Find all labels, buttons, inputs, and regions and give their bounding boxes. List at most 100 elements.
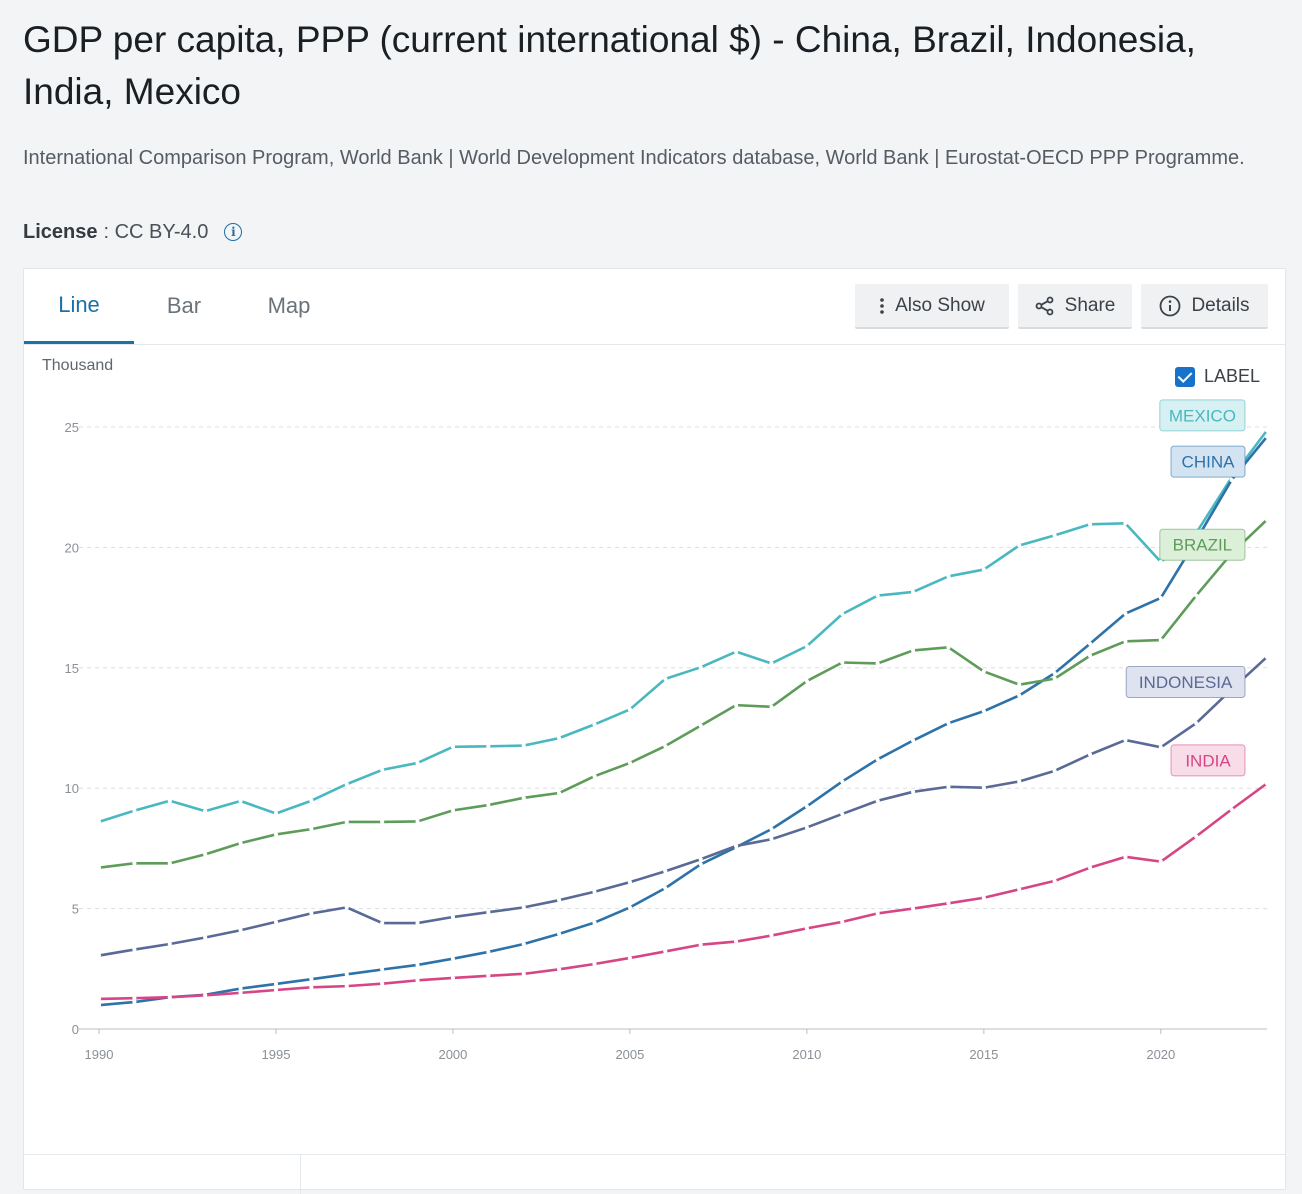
data-point-brazil [96,865,102,870]
data-point-china [450,956,456,961]
share-icon [1035,296,1054,315]
data-point-indonesia [238,928,243,933]
data-point-indonesia [946,784,951,789]
share-button[interactable]: Share [1018,284,1132,329]
data-point-mexico [273,811,279,816]
data-point-brazil [769,704,774,709]
data-point-indonesia [698,857,703,862]
data-point-mexico [309,798,314,803]
svg-text:INDIA: INDIA [1185,751,1231,770]
data-point-brazil [592,774,597,779]
data-point-indonesia [1087,752,1093,757]
series-label-mexico: MEXICO [1159,399,1246,432]
also-show-button[interactable]: Also Show [855,284,1009,329]
data-point-indonesia [167,941,172,947]
data-point-china [415,962,420,968]
data-point-china [380,967,385,972]
data-point-china [486,949,491,955]
data-point-brazil [1194,593,1199,598]
data-point-india [698,942,703,947]
data-point-brazil [486,802,491,808]
data-point-india [1087,865,1093,870]
tab-line[interactable]: Line [24,269,134,344]
data-point-brazil [698,723,703,728]
data-point-china [698,862,703,867]
x-tick-label: 1990 [85,1047,114,1062]
data-point-china [521,941,526,947]
data-point-indonesia [663,869,668,874]
info-icon[interactable]: i [224,223,243,241]
series-line-mexico [98,429,1269,824]
data-point-india [840,919,845,924]
data-point-china [663,886,668,891]
label-toggle[interactable]: LABEL [1175,366,1260,387]
data-point-brazil [344,819,349,825]
data-point-indonesia [415,920,420,926]
data-point-mexico [167,798,172,803]
data-point-india [1194,834,1199,839]
data-point-china [344,972,349,977]
license-key: License [23,221,98,243]
data-point-china [96,1003,102,1008]
series-label-indonesia: INDONESIA [1125,665,1246,698]
details-button[interactable]: Details [1141,284,1268,329]
data-point-indonesia [875,798,880,803]
x-tick-label: 2020 [1146,1047,1175,1062]
data-point-india [96,996,102,1002]
x-tick-label: 2000 [438,1047,467,1062]
data-point-mexico [238,798,243,804]
y-tick-label: 20 [65,540,79,555]
data-point-india [486,973,491,978]
tab-map[interactable]: Map [267,292,311,318]
data-point-india [167,995,172,1000]
data-point-china [1017,693,1022,698]
data-point-china [1087,641,1093,646]
series-label-brazil: BRAZIL [1159,528,1246,561]
data-point-china [132,999,137,1005]
data-point-china [557,931,562,936]
data-point-india [557,967,562,972]
data-point-brazil [804,678,809,684]
data-point-indonesia [592,889,597,894]
data-point-indonesia [1194,721,1199,726]
data-point-india [1158,859,1163,864]
data-point-indonesia [132,947,137,952]
svg-text:INDONESIA: INDONESIA [1139,673,1233,692]
data-point-brazil [910,648,916,653]
data-point-india [1229,807,1234,812]
data-point-mexico [804,644,809,649]
data-point-brazil [273,832,279,837]
data-point-indonesia [344,905,349,910]
data-point-indonesia [1017,779,1022,784]
data-point-indonesia [1052,768,1057,773]
tab-bar[interactable]: Bar [166,292,202,318]
data-point-china [1158,595,1163,601]
source-text: International Comparison Program, World … [23,147,1245,169]
data-point-brazil [981,669,986,674]
data-point-indonesia [840,811,845,817]
data-point-mexico [380,767,385,772]
data-point-mexico [698,665,703,670]
data-point-indonesia [1158,745,1163,750]
data-point-brazil [875,661,880,666]
label-checkbox[interactable] [1175,366,1195,387]
data-point-mexico [981,567,986,572]
data-point-mexico [415,760,420,766]
data-point-india [450,975,456,981]
data-point-mexico [1264,428,1270,433]
chart-tabs: Line Bar Map [24,269,344,344]
data-point-indonesia [380,920,385,926]
data-point-india [521,971,526,976]
x-tick-label: 2005 [615,1047,644,1062]
data-point-mexico [910,589,916,595]
page-title: GDP per capita, PPP (current internation… [23,19,1196,112]
svg-text:MEXICO: MEXICO [1169,406,1236,425]
data-point-brazil [663,743,668,749]
series-line-china [98,435,1269,1007]
line-chart: 0 5 10 15 20 25 1990 1995 2000 2005 2010 2015 2020 ME… [65,399,1270,1062]
data-point-indonesia [203,935,208,940]
data-point-indonesia [1123,737,1128,743]
data-point-india [132,996,137,1001]
data-point-indonesia [1264,654,1270,660]
data-point-brazil [238,841,243,846]
